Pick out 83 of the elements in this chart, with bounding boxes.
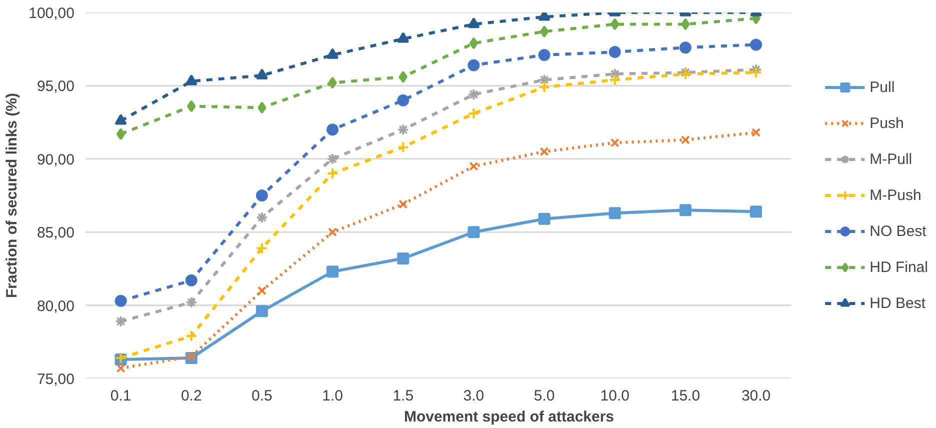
x-tick-label: 5.0 <box>534 388 555 404</box>
point <box>328 76 337 89</box>
point <box>679 42 692 54</box>
y-tick-label: 75,00 <box>36 371 75 388</box>
point <box>752 128 761 138</box>
x-tick-label: 3.0 <box>463 388 484 404</box>
x-tick-label: 30.0 <box>741 388 771 404</box>
point <box>326 152 339 165</box>
y-tick-label: 90,00 <box>36 151 75 168</box>
point <box>326 124 339 136</box>
y-axis-title: Fraction of secured links (%) <box>4 92 21 298</box>
point <box>469 162 478 171</box>
x-tick-label: 1.0 <box>322 388 343 404</box>
x-tick-label: 0.5 <box>252 388 272 404</box>
point <box>397 94 410 106</box>
point <box>185 296 198 308</box>
point <box>256 190 268 202</box>
point <box>258 102 266 114</box>
point <box>538 81 550 94</box>
point <box>256 68 268 80</box>
point <box>540 147 549 156</box>
point <box>468 108 480 120</box>
point <box>610 18 620 30</box>
point <box>468 59 480 72</box>
point <box>114 315 127 328</box>
point <box>328 228 338 237</box>
point <box>679 204 692 216</box>
x-tick-label: 10.0 <box>600 388 630 404</box>
point <box>468 226 480 238</box>
legend-label: HD Best <box>870 294 926 312</box>
point <box>468 88 480 100</box>
point <box>398 70 408 83</box>
point <box>256 242 268 254</box>
y-tick-label: 80,00 <box>36 298 75 315</box>
point <box>750 64 762 76</box>
y-tick-label: 95,00 <box>36 78 75 96</box>
point <box>608 46 621 58</box>
point <box>257 286 266 296</box>
legend-label: M-Pull <box>870 150 912 168</box>
x-axis-title: Movement speed of attackers <box>404 408 614 426</box>
point <box>185 274 198 286</box>
point <box>681 18 690 30</box>
point <box>185 74 198 86</box>
x-tick-label: 0.1 <box>110 388 132 404</box>
point <box>610 138 620 148</box>
point <box>540 26 549 38</box>
point <box>326 266 339 278</box>
x-tick-label: 1.5 <box>392 388 414 404</box>
point <box>114 114 127 125</box>
point <box>750 206 762 218</box>
point <box>469 37 478 50</box>
point <box>397 124 410 136</box>
point <box>750 66 762 79</box>
point <box>538 48 550 61</box>
point <box>750 38 762 51</box>
point <box>680 135 690 144</box>
point <box>116 364 126 373</box>
legend-label: Push <box>870 114 904 132</box>
point <box>468 17 480 28</box>
point <box>185 330 198 342</box>
point <box>397 32 410 43</box>
point <box>256 305 268 318</box>
point <box>397 252 410 264</box>
point <box>397 141 410 154</box>
x-tick-label: 0.2 <box>180 388 202 404</box>
point <box>326 48 339 59</box>
point <box>114 294 127 307</box>
point <box>398 200 408 209</box>
x-tick-label: 15.0 <box>670 388 700 404</box>
legend-label: M-Push <box>870 186 922 204</box>
point <box>116 128 126 140</box>
y-tick-label: 85,00 <box>36 224 75 242</box>
y-tick-label: 100,00 <box>28 5 75 22</box>
point <box>187 100 196 112</box>
legend-label: HD Final <box>870 258 928 276</box>
legend-label: NO Best <box>870 222 926 240</box>
point <box>256 211 268 224</box>
point <box>608 207 621 220</box>
point <box>608 74 621 86</box>
point <box>186 352 196 362</box>
point <box>326 168 339 180</box>
legend-label: Pull <box>870 78 895 96</box>
point <box>538 212 550 225</box>
